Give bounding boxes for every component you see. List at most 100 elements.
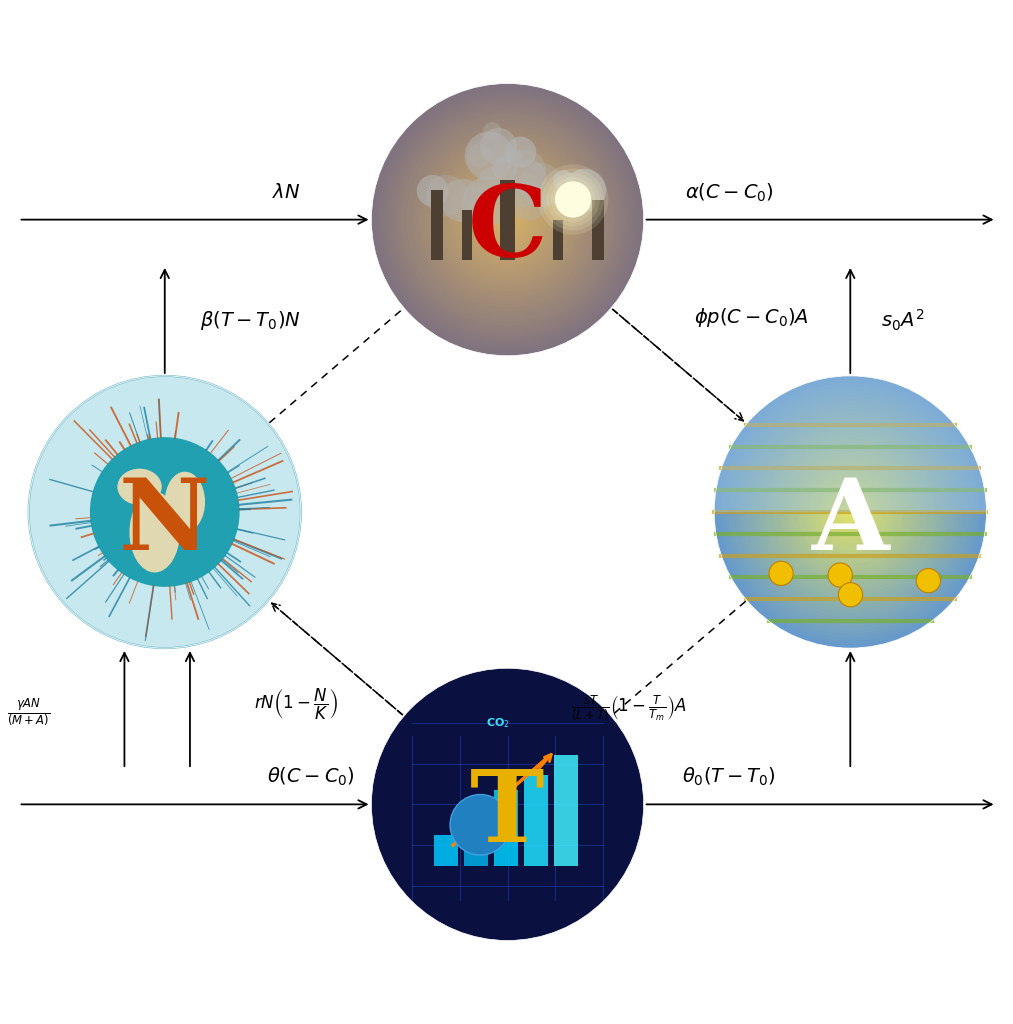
Ellipse shape	[118, 469, 162, 505]
Circle shape	[830, 492, 871, 532]
Circle shape	[493, 206, 522, 233]
Circle shape	[917, 568, 940, 593]
Circle shape	[840, 502, 861, 522]
Circle shape	[559, 185, 587, 213]
Circle shape	[455, 167, 560, 272]
Circle shape	[465, 131, 514, 180]
Circle shape	[480, 128, 517, 165]
Circle shape	[777, 438, 924, 586]
Circle shape	[553, 170, 574, 191]
Circle shape	[746, 408, 955, 616]
Circle shape	[471, 182, 544, 257]
Circle shape	[743, 403, 958, 621]
Bar	[524, 775, 548, 865]
Circle shape	[468, 180, 547, 259]
Circle shape	[462, 177, 512, 226]
Circle shape	[430, 141, 586, 298]
Circle shape	[511, 160, 547, 195]
Circle shape	[450, 162, 565, 278]
Circle shape	[381, 93, 634, 346]
Circle shape	[756, 418, 944, 606]
Circle shape	[28, 376, 301, 648]
Circle shape	[467, 143, 490, 167]
Bar	[500, 180, 515, 260]
Circle shape	[563, 169, 606, 212]
Text: $\frac{sT}{(L+T)}\left(1 - \frac{T}{T_m}\right)A$: $\frac{sT}{(L+T)}\left(1 - \frac{T}{T_m}…	[570, 693, 687, 723]
Circle shape	[753, 415, 948, 609]
Circle shape	[459, 171, 556, 268]
Circle shape	[794, 456, 907, 568]
Circle shape	[376, 88, 639, 351]
Circle shape	[770, 432, 931, 592]
Circle shape	[477, 167, 509, 200]
Circle shape	[483, 122, 501, 140]
Circle shape	[847, 509, 854, 515]
Circle shape	[714, 376, 987, 648]
Circle shape	[784, 445, 917, 579]
Circle shape	[798, 460, 903, 564]
Circle shape	[425, 175, 467, 216]
Circle shape	[724, 386, 976, 638]
Circle shape	[410, 123, 605, 316]
Circle shape	[505, 150, 546, 189]
Text: CO$_2$: CO$_2$	[485, 716, 510, 730]
Text: $\beta(T - T_0)N$: $\beta(T - T_0)N$	[200, 309, 301, 332]
Ellipse shape	[130, 492, 180, 572]
Circle shape	[735, 397, 965, 627]
Circle shape	[473, 185, 542, 254]
Circle shape	[466, 178, 549, 261]
Circle shape	[450, 795, 511, 855]
Circle shape	[811, 474, 888, 550]
Circle shape	[510, 181, 548, 220]
Circle shape	[470, 199, 493, 222]
Circle shape	[749, 411, 951, 613]
Circle shape	[434, 145, 581, 294]
Circle shape	[767, 428, 934, 596]
Circle shape	[372, 669, 643, 940]
Circle shape	[436, 148, 579, 291]
Circle shape	[808, 470, 892, 554]
Text: C: C	[468, 181, 547, 279]
Circle shape	[401, 114, 614, 326]
Circle shape	[721, 383, 980, 641]
Circle shape	[475, 187, 540, 252]
Circle shape	[441, 153, 574, 287]
Circle shape	[417, 130, 598, 309]
Circle shape	[769, 561, 793, 586]
Circle shape	[394, 106, 621, 333]
Circle shape	[390, 102, 625, 337]
Circle shape	[823, 484, 878, 540]
Circle shape	[422, 134, 593, 305]
Bar	[554, 755, 578, 865]
Text: $\theta(C - C_0)$: $\theta(C - C_0)$	[267, 766, 355, 788]
Circle shape	[482, 195, 533, 245]
Circle shape	[728, 390, 972, 634]
Circle shape	[839, 583, 863, 607]
Circle shape	[477, 189, 538, 250]
Circle shape	[484, 197, 531, 243]
Circle shape	[717, 379, 983, 645]
Circle shape	[546, 173, 600, 226]
Text: $\phi p(C - C_0)A$: $\phi p(C - C_0)A$	[694, 306, 809, 329]
Circle shape	[801, 463, 900, 561]
Circle shape	[819, 480, 881, 544]
Circle shape	[372, 84, 643, 355]
Text: T: T	[470, 766, 545, 863]
Circle shape	[829, 563, 852, 587]
Circle shape	[500, 213, 515, 226]
Circle shape	[502, 215, 513, 224]
Circle shape	[833, 495, 868, 529]
Text: A: A	[811, 473, 889, 570]
Circle shape	[489, 201, 526, 239]
Circle shape	[432, 143, 583, 296]
Circle shape	[439, 151, 576, 289]
Circle shape	[568, 195, 578, 205]
Circle shape	[498, 210, 517, 228]
Circle shape	[404, 116, 611, 324]
Circle shape	[506, 148, 523, 166]
Circle shape	[464, 176, 551, 263]
Circle shape	[505, 217, 510, 222]
Circle shape	[448, 160, 567, 280]
Bar	[593, 200, 605, 260]
Circle shape	[452, 164, 563, 275]
